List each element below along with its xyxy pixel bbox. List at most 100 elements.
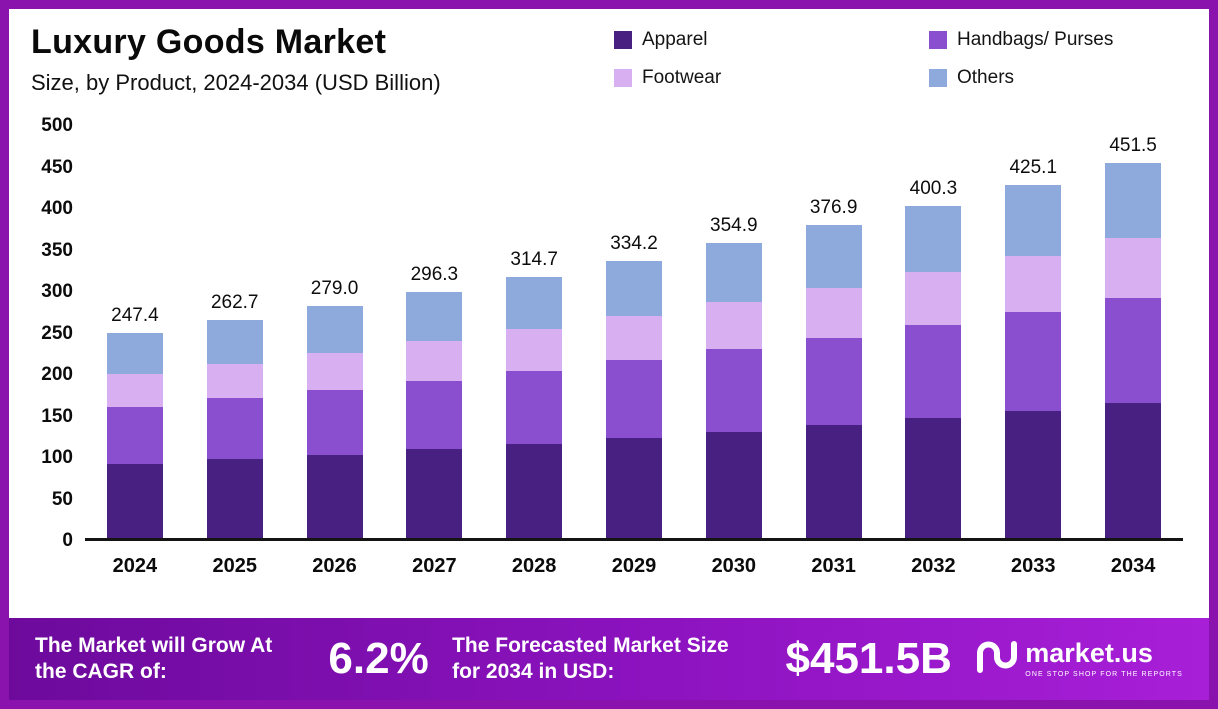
bar-segment-handbags-purses[interactable]: [905, 325, 962, 419]
bar-segment-handbags-purses[interactable]: [306, 389, 363, 455]
stacked-bar[interactable]: [306, 306, 363, 538]
y-tick-label: 400: [41, 198, 73, 219]
x-axis-label: 2024: [112, 555, 158, 577]
x-axis-label: 2030: [711, 555, 757, 577]
bar-segment-others[interactable]: [506, 276, 563, 330]
bar-segment-handbags-purses[interactable]: [106, 406, 163, 465]
bar-segment-others[interactable]: [905, 205, 962, 273]
stacked-bar[interactable]: [106, 332, 163, 538]
legend-item-apparel: Apparel: [614, 29, 929, 51]
bar-segment-footwear[interactable]: [705, 302, 762, 350]
plot-area: 247.4 262.7 279.0 296.3 314.7 334.2 354.9 376.9…: [85, 126, 1183, 541]
bar-segment-handbags-purses[interactable]: [805, 337, 862, 426]
stacked-bar[interactable]: [406, 292, 463, 538]
bar-segment-footwear[interactable]: [306, 352, 363, 390]
bar-segment-others[interactable]: [306, 306, 363, 353]
bar-segment-handbags-purses[interactable]: [705, 349, 762, 432]
plot-column: 247.4 262.7 279.0 296.3 314.7 334.2 354.9 376.9…: [85, 126, 1183, 578]
footer-banner: The Market will Grow At the CAGR of: 6.2…: [9, 618, 1209, 700]
bar-segment-apparel[interactable]: [1005, 411, 1062, 538]
y-tick-label: 0: [62, 530, 73, 551]
bar-segment-handbags-purses[interactable]: [1105, 298, 1162, 404]
bar-segment-footwear[interactable]: [905, 272, 962, 326]
bar-segment-handbags-purses[interactable]: [206, 398, 263, 460]
bar-column: 425.1: [983, 157, 1083, 538]
brand-block[interactable]: market.us ONE STOP SHOP FOR THE REPORTS: [975, 640, 1183, 679]
bar-segment-footwear[interactable]: [106, 373, 163, 407]
bar-segment-footwear[interactable]: [805, 287, 862, 338]
bar-segment-others[interactable]: [206, 319, 263, 364]
page-subtitle: Size, by Product, 2024-2034 (USD Billion…: [31, 70, 441, 95]
y-axis: 0 50 100 150 200 250 300 350 400 450 500: [21, 115, 85, 551]
stacked-bar[interactable]: [206, 319, 263, 538]
y-tick-label: 150: [41, 405, 73, 427]
bar-segment-apparel[interactable]: [506, 443, 563, 538]
bar-segment-handbags-purses[interactable]: [406, 380, 463, 450]
stacked-bar[interactable]: [1005, 185, 1062, 538]
bar-segment-footwear[interactable]: [506, 329, 563, 371]
bar-segment-apparel[interactable]: [206, 459, 263, 538]
legend-label: Footwear: [642, 67, 722, 88]
bar-segment-apparel[interactable]: [306, 454, 363, 538]
stacked-bar[interactable]: [805, 225, 862, 538]
bar-segment-others[interactable]: [705, 243, 762, 303]
bar-segment-others[interactable]: [406, 292, 463, 342]
x-axis-label: 2027: [412, 555, 457, 577]
bar-column: 400.3: [884, 178, 984, 538]
bar-segment-apparel[interactable]: [905, 418, 962, 538]
bar-segment-apparel[interactable]: [406, 449, 463, 538]
bar-segment-apparel[interactable]: [605, 438, 662, 538]
x-axis-label: 2034: [1110, 555, 1156, 577]
bar-segment-footwear[interactable]: [605, 316, 662, 361]
title-block: Luxury Goods Market Size, by Product, 20…: [31, 23, 441, 96]
bar-segment-handbags-purses[interactable]: [605, 360, 662, 439]
chart-body: 0 50 100 150 200 250 300 350 400 450 500 247.4 262.…: [21, 115, 1183, 578]
bar-total-label: 334.2: [610, 232, 658, 254]
bar-segment-handbags-purses[interactable]: [506, 370, 563, 444]
bar-segment-apparel[interactable]: [106, 464, 163, 538]
stacked-bar[interactable]: [905, 205, 962, 538]
bar-column: 279.0: [285, 278, 385, 538]
stacked-bar[interactable]: [705, 243, 762, 538]
bar-segment-others[interactable]: [106, 332, 163, 374]
stacked-bar[interactable]: [506, 276, 563, 538]
bar-segment-footwear[interactable]: [406, 341, 463, 381]
bar-total-label: 400.3: [909, 177, 958, 199]
chart-legend: Apparel Handbags/ Purses Footwear Others: [614, 29, 1159, 89]
bar-segment-apparel[interactable]: [705, 431, 762, 538]
bar-total-label: 451.5: [1109, 135, 1157, 157]
bar-segment-footwear[interactable]: [1005, 255, 1062, 313]
y-tick-label: 350: [41, 239, 73, 261]
bar-column: 354.9: [684, 215, 784, 538]
legend-swatch-others: [929, 69, 947, 87]
bar-column: 262.7: [185, 292, 285, 538]
market-us-logo-icon: [975, 640, 1018, 679]
x-axis-label: 2028: [511, 555, 557, 577]
bar-total-label: 262.7: [210, 291, 259, 313]
legend-label: Others: [957, 67, 1015, 88]
bar-total-label: 247.4: [111, 304, 159, 326]
y-tick-label: 300: [41, 281, 73, 302]
bar-segment-others[interactable]: [1005, 185, 1062, 256]
bar-segment-others[interactable]: [805, 225, 862, 288]
y-tick-label: 250: [41, 322, 73, 344]
bar-total-label: 354.9: [710, 215, 758, 237]
stacked-bar[interactable]: [605, 260, 662, 538]
legend-swatch-footwear: [614, 69, 632, 87]
brand-tagline: ONE STOP SHOP FOR THE REPORTS: [1025, 671, 1183, 678]
bar-segment-footwear[interactable]: [206, 363, 263, 399]
bar-segment-apparel[interactable]: [805, 425, 862, 538]
stacked-bar[interactable]: [1105, 163, 1162, 538]
y-tick-label: 200: [41, 364, 73, 385]
legend-item-footwear: Footwear: [614, 67, 929, 89]
bar-segment-handbags-purses[interactable]: [1005, 312, 1062, 412]
bar-segment-others[interactable]: [605, 260, 662, 317]
bar-segment-others[interactable]: [1105, 163, 1162, 239]
bar-segment-apparel[interactable]: [1105, 403, 1162, 538]
bar-segment-footwear[interactable]: [1105, 238, 1162, 299]
x-axis-label: 2025: [212, 555, 257, 577]
legend-swatch-apparel: [614, 31, 632, 49]
bar-column: 334.2: [584, 233, 684, 538]
legend-swatch-handbags-purses: [929, 31, 947, 49]
legend-item-handbags-purses: Handbags/ Purses: [929, 29, 1159, 51]
